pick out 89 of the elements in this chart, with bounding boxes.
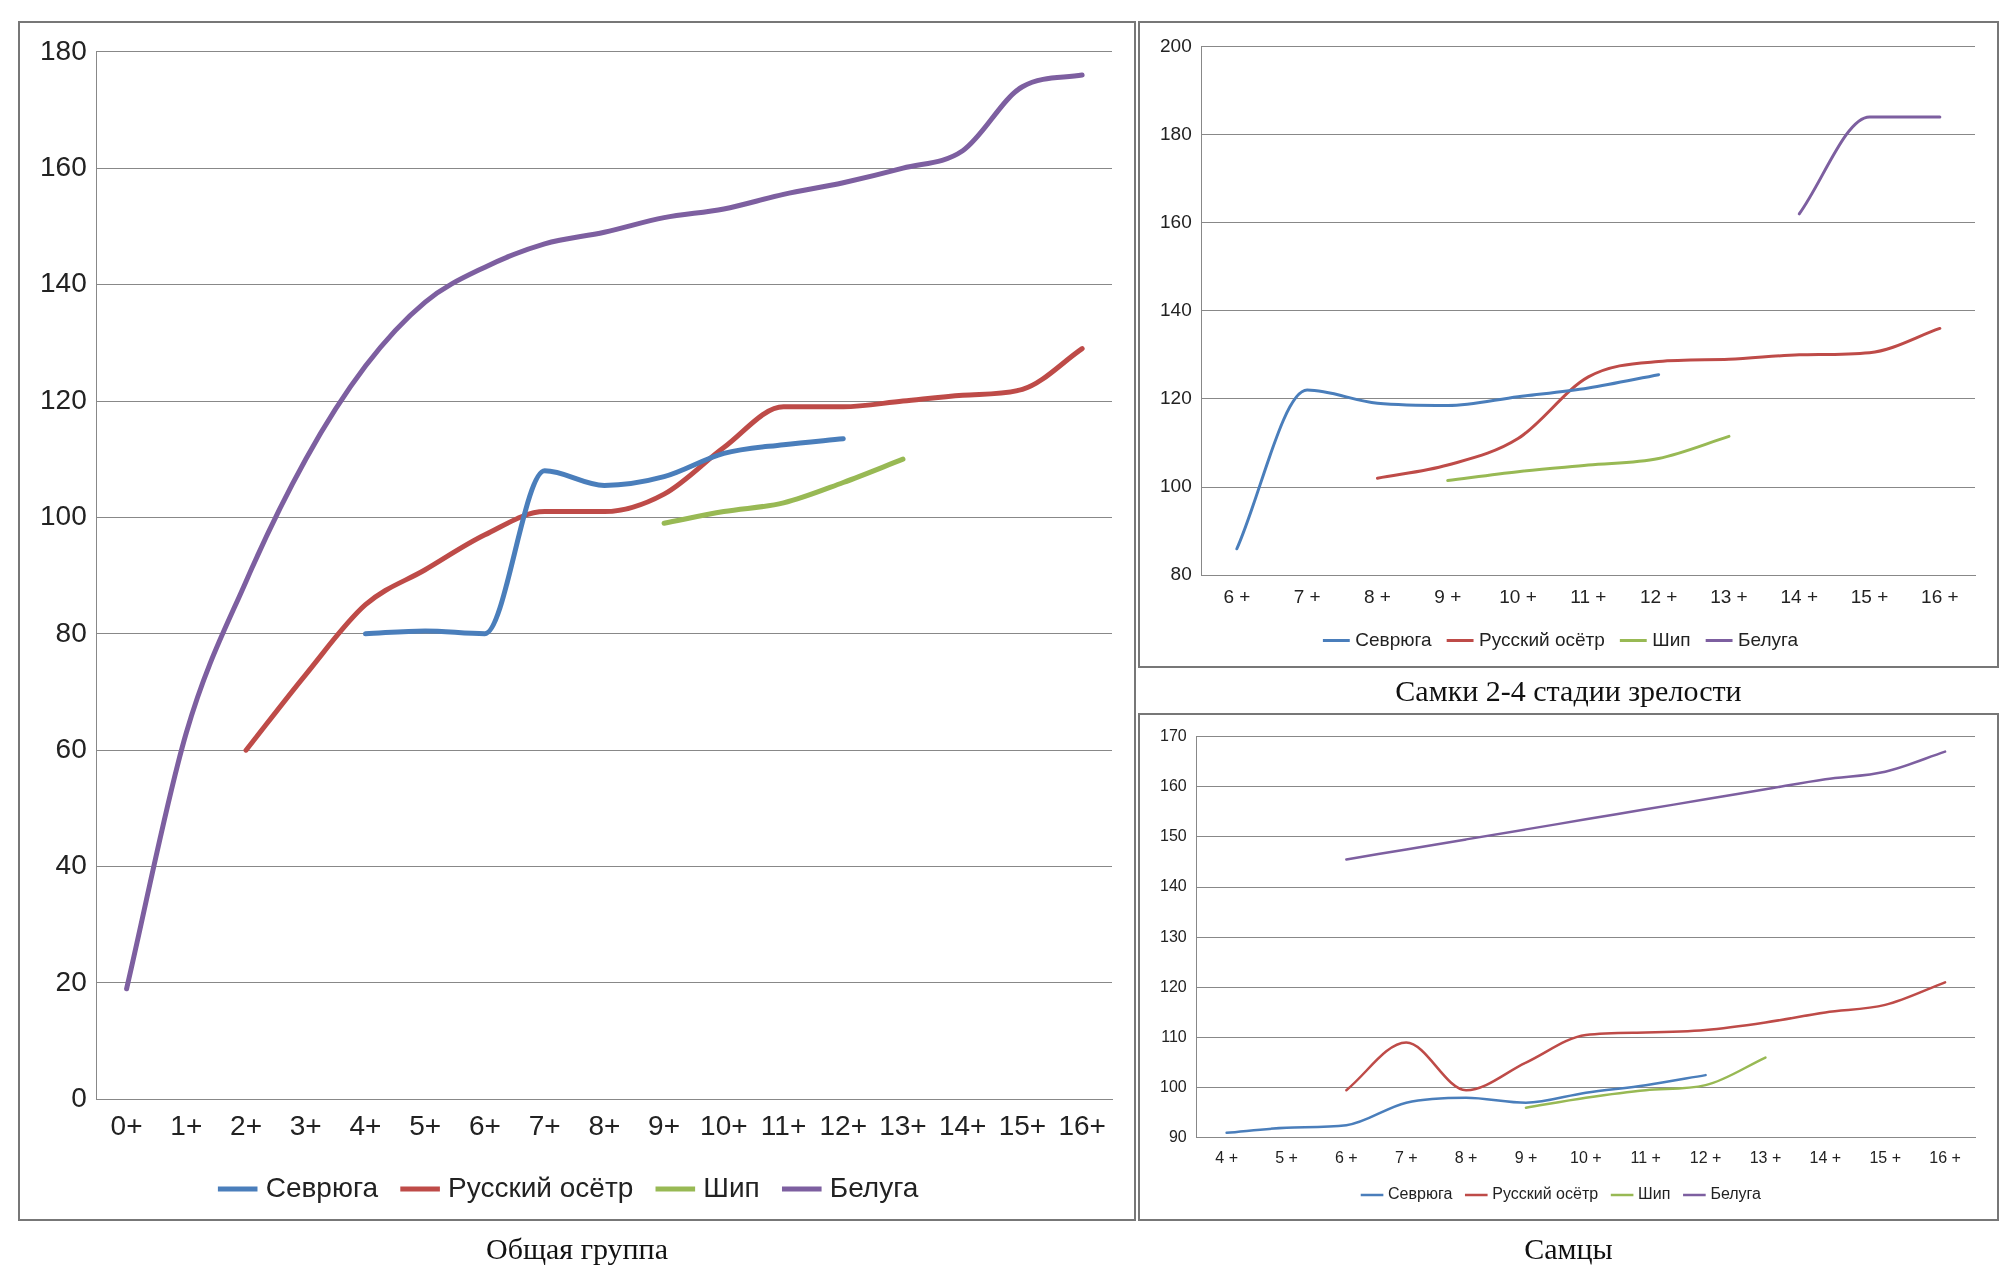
- y-tick-label: 90: [1168, 1128, 1187, 1146]
- x-tick-label: 7 +: [1293, 585, 1321, 607]
- x-tick-label: 15 +: [1850, 585, 1889, 607]
- x-tick-label: 9+: [648, 1109, 681, 1141]
- x-tick-label: 13 +: [1749, 1148, 1782, 1166]
- x-tick-label: 9 +: [1434, 585, 1462, 607]
- x-tick-label: 2+: [230, 1109, 262, 1141]
- x-tick-label: 11+: [760, 1109, 807, 1141]
- x-tick-label: 3+: [289, 1109, 322, 1141]
- x-tick-label: 0+: [110, 1109, 143, 1141]
- x-tick-label: 1+: [170, 1109, 203, 1141]
- line-series: [1235, 373, 1661, 551]
- y-tick-label: 80: [55, 616, 87, 648]
- y-tick-label: 180: [1160, 122, 1192, 144]
- x-tick-label: 5 +: [1275, 1148, 1298, 1166]
- legend-label: Шип: [1638, 1185, 1671, 1203]
- x-tick-label: 10 +: [1499, 585, 1537, 607]
- x-tick-label: 10+: [700, 1109, 748, 1141]
- x-tick-label: 13 +: [1710, 585, 1748, 607]
- x-tick-label: 14 +: [1780, 585, 1819, 607]
- x-tick-label: 8+: [588, 1109, 621, 1141]
- x-tick-label: 6 +: [1335, 1148, 1358, 1166]
- x-tick-label: 8 +: [1454, 1148, 1478, 1166]
- x-tick-label: 4+: [349, 1109, 382, 1141]
- x-tick-label: 16 +: [1921, 585, 1959, 607]
- y-tick-label: 120: [1159, 977, 1187, 995]
- line-series: [1225, 1073, 1707, 1135]
- y-tick-label: 200: [1160, 34, 1192, 56]
- y-tick-label: 180: [40, 34, 87, 66]
- text: Самки 2-4 стадии зрелости: [1394, 674, 1743, 708]
- y-tick-label: 120: [1160, 387, 1192, 409]
- legend-label: Белуга: [1738, 628, 1799, 650]
- x-tick-label: 15+: [998, 1109, 1047, 1141]
- line-series: [1345, 750, 1947, 861]
- x-tick-label: 4 +: [1215, 1148, 1238, 1166]
- line-series: [1345, 981, 1947, 1092]
- y-tick-label: 160: [1160, 210, 1192, 232]
- x-tick-label: 6 +: [1223, 585, 1251, 607]
- x-tick-label: 15 +: [1869, 1148, 1901, 1166]
- y-tick-label: 130: [1159, 927, 1187, 945]
- y-tick-label: 150: [1159, 827, 1187, 845]
- legend-label: Севрюга: [265, 1171, 379, 1203]
- x-tick-label: 12 +: [1689, 1148, 1722, 1166]
- text: Общая группа: [485, 1232, 669, 1266]
- y-tick-label: 170: [1159, 727, 1187, 745]
- x-tick-label: 9 +: [1514, 1148, 1538, 1166]
- legend-label: Белуга: [829, 1171, 919, 1203]
- y-tick-label: 120: [40, 383, 87, 415]
- legend-label: Шип: [703, 1171, 760, 1203]
- y-tick-label: 100: [1160, 475, 1192, 497]
- x-tick-label: 11 +: [1570, 585, 1607, 607]
- legend-label: Шип: [1652, 628, 1691, 650]
- legend-label: Русский осётр: [448, 1171, 634, 1203]
- y-tick-label: 40: [55, 849, 87, 881]
- y-tick-label: 140: [1160, 299, 1192, 321]
- line-series: [1375, 326, 1942, 480]
- x-tick-label: 16+: [1058, 1109, 1106, 1141]
- y-tick-label: 80: [1170, 563, 1192, 585]
- legend-label: Русский осётр: [1492, 1185, 1599, 1203]
- x-tick-label: 12+: [819, 1109, 867, 1141]
- legend-label: Севрюга: [1388, 1185, 1453, 1203]
- x-tick-label: 14 +: [1809, 1148, 1842, 1166]
- x-tick-label: 7 +: [1394, 1148, 1418, 1166]
- x-tick-label: 5+: [409, 1109, 442, 1141]
- x-tick-label: 7+: [528, 1109, 561, 1141]
- x-tick-label: 16 +: [1929, 1148, 1961, 1166]
- y-tick-label: 160: [40, 150, 87, 182]
- y-tick-label: 20: [55, 965, 87, 997]
- x-tick-label: 12 +: [1639, 585, 1678, 607]
- legend-label: Русский осётр: [1479, 628, 1605, 650]
- y-tick-label: 140: [40, 267, 87, 299]
- y-tick-label: 60: [55, 732, 87, 764]
- legend-label: Белуга: [1710, 1185, 1762, 1203]
- x-tick-label: 14+: [938, 1109, 987, 1141]
- y-tick-label: 140: [1159, 877, 1187, 895]
- line-series: [1446, 434, 1731, 482]
- x-tick-label: 10 +: [1570, 1148, 1602, 1166]
- x-tick-label: 11 +: [1630, 1148, 1661, 1166]
- line-series: [1524, 1056, 1767, 1109]
- x-tick-label: 6+: [468, 1109, 501, 1141]
- y-tick-label: 0: [71, 1082, 87, 1114]
- x-tick-label: 8 +: [1363, 585, 1391, 607]
- y-tick-label: 110: [1161, 1027, 1187, 1045]
- y-tick-label: 100: [1159, 1078, 1187, 1096]
- x-tick-label: 13+: [879, 1109, 927, 1141]
- y-tick-label: 100: [40, 500, 87, 532]
- y-tick-label: 160: [1159, 777, 1187, 795]
- text: Самцы: [1523, 1232, 1614, 1266]
- legend-label: Севрюга: [1355, 628, 1433, 650]
